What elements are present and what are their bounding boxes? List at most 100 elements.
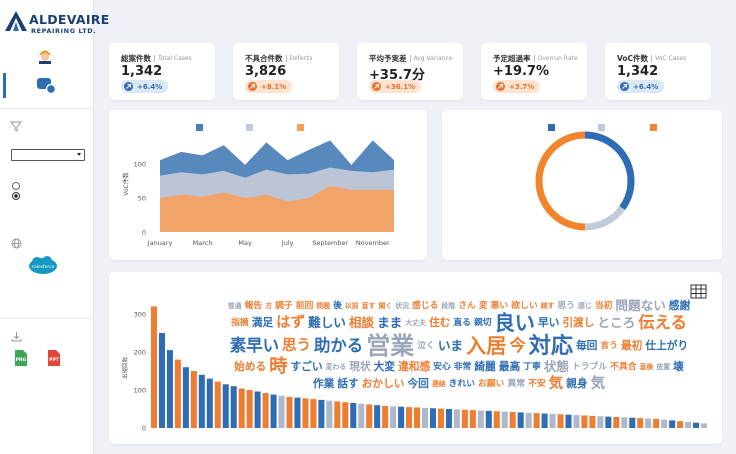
- arrow: [250, 83, 256, 89]
- kpi-value: 1,342: [121, 64, 163, 79]
- bar: [685, 421, 692, 428]
- bar: [573, 415, 580, 428]
- word: きれい: [448, 378, 476, 389]
- bar: [477, 410, 484, 428]
- salesforce-logo[interactable]: salesforce: [28, 255, 58, 275]
- bar: [700, 423, 708, 428]
- bar: [421, 407, 429, 428]
- kpi-badge: +36.1%: [369, 80, 422, 93]
- download-icon[interactable]: [11, 331, 22, 342]
- word: おかしい: [361, 376, 405, 390]
- png-button[interactable]: PNG: [13, 349, 29, 367]
- filter-icon[interactable]: [10, 121, 22, 132]
- bar: [445, 409, 452, 428]
- badge-icon: [620, 82, 629, 91]
- bar: [589, 415, 596, 428]
- export-label: PNG: [16, 357, 27, 363]
- salesforce-text: salesforce: [32, 264, 55, 270]
- word: 欲しい: [511, 301, 538, 312]
- table-icon[interactable]: [690, 284, 707, 299]
- bar: [206, 378, 213, 428]
- word: 最初: [620, 338, 643, 352]
- word: 連絡: [431, 379, 446, 388]
- legend-swatch: [297, 124, 304, 131]
- y-axis-label: VoC件数: [122, 172, 130, 196]
- word: 報告: [244, 301, 263, 312]
- word: 状況: [395, 302, 410, 311]
- legend-swatch: [548, 124, 555, 131]
- word: 大丈夫: [405, 318, 426, 327]
- x-tick-label: July: [281, 239, 294, 247]
- kpi-title-row: 総案件数 Total Cases: [121, 53, 192, 64]
- word: 不具合: [610, 362, 637, 373]
- kpi-title: 平均予実差: [369, 54, 407, 63]
- badge-icon: [124, 82, 133, 91]
- radio[interactable]: [12, 192, 20, 200]
- word: 丁寧: [523, 362, 541, 373]
- word: 非常: [453, 362, 472, 373]
- bar: [613, 416, 620, 428]
- separator: [154, 55, 155, 62]
- y-tick-label: 0: [142, 229, 146, 237]
- export-label: PPT: [49, 357, 60, 363]
- bar: [390, 406, 397, 428]
- legend-swatch: [598, 124, 605, 131]
- radio[interactable]: [12, 182, 20, 190]
- word: 満足: [251, 316, 274, 330]
- bar: [485, 410, 492, 428]
- kpi-value: 1,342: [617, 64, 659, 79]
- word: 感じ: [578, 302, 592, 311]
- word: 泣く: [417, 340, 435, 351]
- word: 今: [509, 335, 526, 355]
- divider: [0, 108, 93, 109]
- bar: [461, 409, 468, 428]
- bar: [270, 394, 277, 428]
- kpi-badge: +3.7%: [493, 80, 541, 93]
- bar: [230, 386, 237, 428]
- y-tick-label: 50: [138, 195, 146, 203]
- dropdown[interactable]: [11, 149, 85, 161]
- bar: [198, 374, 205, 428]
- bar: [597, 416, 604, 428]
- kpi-title-row: 予定超過率 Overrun Rate: [493, 53, 578, 64]
- kpi-title-row: VoC件数 VoC Cases: [617, 53, 686, 64]
- bar: [581, 415, 588, 428]
- kpi-badge: +8.1%: [245, 80, 293, 93]
- kpi-value: 3,826: [245, 64, 287, 79]
- word: 引渡し: [562, 316, 595, 330]
- kpi-value: +19.7%: [493, 64, 549, 79]
- bar: [366, 404, 373, 428]
- word: 指摘: [231, 317, 249, 328]
- badge-icon: [248, 82, 257, 91]
- divider: [0, 318, 93, 319]
- worker-icon[interactable]: [36, 46, 54, 64]
- word: 段階: [441, 302, 456, 311]
- word: 作業: [312, 376, 335, 390]
- bar: [278, 395, 285, 428]
- word: 壊: [673, 360, 684, 374]
- word: まま: [377, 315, 403, 331]
- x-tick-label: January: [147, 239, 173, 247]
- word: 変: [478, 301, 488, 312]
- word: 後: [333, 301, 342, 312]
- y-tick-label: 200: [134, 349, 146, 357]
- bar: [238, 388, 245, 428]
- kpi-subtitle: Defects: [289, 55, 313, 62]
- word: 悪い: [490, 301, 509, 312]
- kpi-card: 不具合件数 Defects 3,826 +8.1%: [233, 43, 339, 100]
- bar: [509, 412, 516, 428]
- arrow: [622, 83, 628, 89]
- word: 感じる: [412, 301, 439, 312]
- kpi-badge: +6.4%: [121, 80, 169, 93]
- kpi-title: 総案件数: [121, 54, 151, 63]
- bar: [310, 399, 317, 428]
- globe-icon[interactable]: [11, 238, 22, 249]
- word: 調子: [275, 301, 293, 312]
- word: 方: [265, 302, 273, 311]
- customer-icon[interactable]: [36, 76, 56, 94]
- ppt-button[interactable]: PPT: [46, 349, 62, 367]
- bar: [414, 407, 421, 428]
- sidebar: ALDEVAIRE REPAIRING LTD. salesforce PNG …: [0, 0, 109, 454]
- x-tick-label: November: [356, 239, 390, 247]
